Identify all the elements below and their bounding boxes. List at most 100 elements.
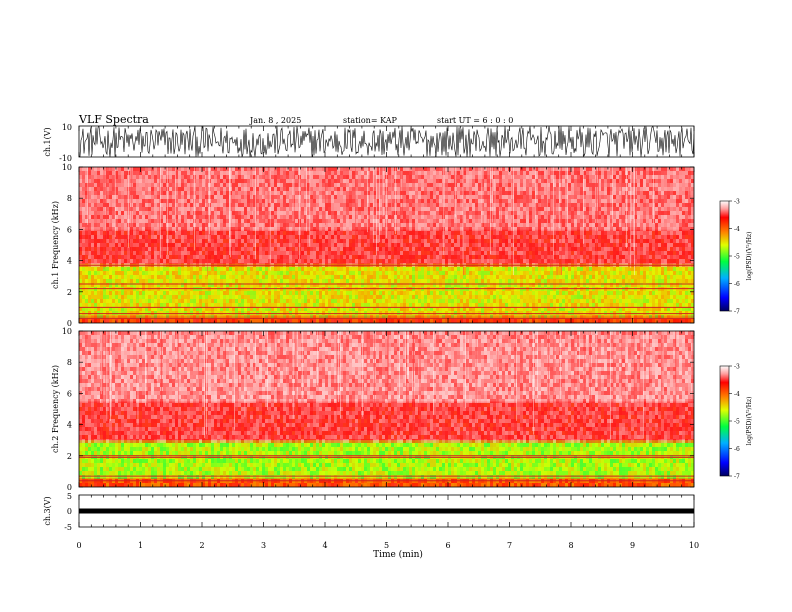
ch1-spec-cell <box>220 279 223 283</box>
ch1-spec-cell <box>163 223 166 227</box>
ch1-spec-cell <box>421 279 424 283</box>
ch1-spec-cell <box>223 219 226 223</box>
ch1-spec-cell <box>352 271 355 275</box>
ch1-spec-cell <box>307 231 310 235</box>
ch1-spec-cell <box>94 167 97 171</box>
ch1-spec-cell <box>376 255 379 259</box>
ch1-spec-cell <box>253 283 256 287</box>
ch1-spec-cell <box>154 215 157 219</box>
ch1-spec-cell <box>403 247 406 251</box>
ch1-spec-cell <box>358 187 361 191</box>
ch1-spec-cell <box>121 259 124 263</box>
ch1-spec-cell <box>82 259 85 263</box>
ch1-spec-cell <box>283 303 286 307</box>
ch1-spec-cell <box>145 251 148 255</box>
ch1-spec-cell <box>196 267 199 271</box>
ch1-spec-cell <box>202 219 205 223</box>
ch1-spec-cell <box>382 235 385 239</box>
ch1-spec-cell <box>391 315 394 319</box>
ch1-spec-cell <box>253 183 256 187</box>
ch1-spec-cell <box>445 299 448 303</box>
ch1-spec-cell <box>391 299 394 303</box>
ch1-spec-cell <box>82 267 85 271</box>
ch1-spec-cell <box>373 207 376 211</box>
ch1-spec-cell <box>427 203 430 207</box>
ch1-spec-cell <box>412 299 415 303</box>
ch1-spec-cell <box>133 251 136 255</box>
ch1-spec-cell <box>376 271 379 275</box>
ch1-spec-cell <box>286 247 289 251</box>
ch1-spec-cell <box>391 167 394 171</box>
ch1-spec-cell <box>172 295 175 299</box>
ch1-spec-cell <box>325 223 328 227</box>
ch1-spec-cell <box>343 215 346 219</box>
ch1-spec-cell <box>382 251 385 255</box>
ch1-spec-cell <box>286 215 289 219</box>
ch1-spec-cell <box>100 295 103 299</box>
ch1-spec-cell <box>442 191 445 195</box>
ch1-spec-cell <box>226 175 229 179</box>
ch1-spec-cell <box>85 183 88 187</box>
ch1-spec-cell <box>388 175 391 179</box>
ch1-spec-cell <box>289 235 292 239</box>
ch1-spec-cell <box>376 219 379 223</box>
ch1-spec-cell <box>337 211 340 215</box>
ch1-spec-cell <box>220 247 223 251</box>
ch1-spec-cell <box>85 259 88 263</box>
ch1-spec-cell <box>451 239 454 243</box>
ch1-spec-cell <box>235 175 238 179</box>
ch1-spec-cell <box>418 191 421 195</box>
ch1-spec-cell <box>265 275 268 279</box>
ch1-spec-cell <box>97 251 100 255</box>
ch1-spec-cell <box>232 195 235 199</box>
ch1-spec-cell <box>448 251 451 255</box>
ch1-spec-cell <box>328 291 331 295</box>
ch1-spec-cell <box>106 215 109 219</box>
ch1-spec-cell <box>181 239 184 243</box>
ch1-spec-cell <box>97 223 100 227</box>
ch1-spec-cell <box>172 279 175 283</box>
ch1-spec-cell <box>448 167 451 171</box>
ch1-spec-cell <box>379 311 382 315</box>
ch1-spec-cell <box>433 271 436 275</box>
ch1-spec-cell <box>343 179 346 183</box>
ch1-spec-cell <box>409 187 412 191</box>
ch1-spec-cell <box>154 295 157 299</box>
ch1-spec-cell <box>361 167 364 171</box>
ch1-spec-cell <box>433 299 436 303</box>
ch1-spec-cell <box>115 167 118 171</box>
ch1-spec-cell <box>202 299 205 303</box>
ch1-spec-cell <box>331 239 334 243</box>
ch1-spec-cell <box>412 203 415 207</box>
ch1-spec-cell <box>157 251 160 255</box>
ch1-spec-cell <box>427 207 430 211</box>
ch1-spec-cell <box>262 175 265 179</box>
ch1-spec-cell <box>256 191 259 195</box>
ch1-spec-cell <box>370 183 373 187</box>
ch1-spec-cell <box>184 219 187 223</box>
ch1-spec-cell <box>214 195 217 199</box>
ch1-spec-cell <box>196 171 199 175</box>
ch1-spec-cell <box>382 211 385 215</box>
ch1-spec-cell <box>91 227 94 231</box>
ch1-spec-cell <box>442 179 445 183</box>
ch1-spec-cell <box>103 295 106 299</box>
ch1-spec-cell <box>370 275 373 279</box>
ch1-spec-cell <box>247 243 250 247</box>
ch1-spec-cell <box>346 187 349 191</box>
ch1-spec-cell <box>142 171 145 175</box>
ch1-spec-cell <box>256 179 259 183</box>
ch1-spec-cell <box>352 219 355 223</box>
ch1-spec-cell <box>397 187 400 191</box>
ch1-spec-cell <box>316 231 319 235</box>
ch1-spec-cell <box>295 171 298 175</box>
ch1-spec-cell <box>223 227 226 231</box>
ch1-spec-cell <box>220 175 223 179</box>
ch1-spec-cell <box>127 267 130 271</box>
ch1-spec-cell <box>217 291 220 295</box>
ch1-spec-cell <box>427 211 430 215</box>
ch1-spec-cell <box>439 179 442 183</box>
ch1-spec-cell <box>292 267 295 271</box>
ch1-spec-cell <box>142 175 145 179</box>
ch1-spec-cell <box>175 235 178 239</box>
